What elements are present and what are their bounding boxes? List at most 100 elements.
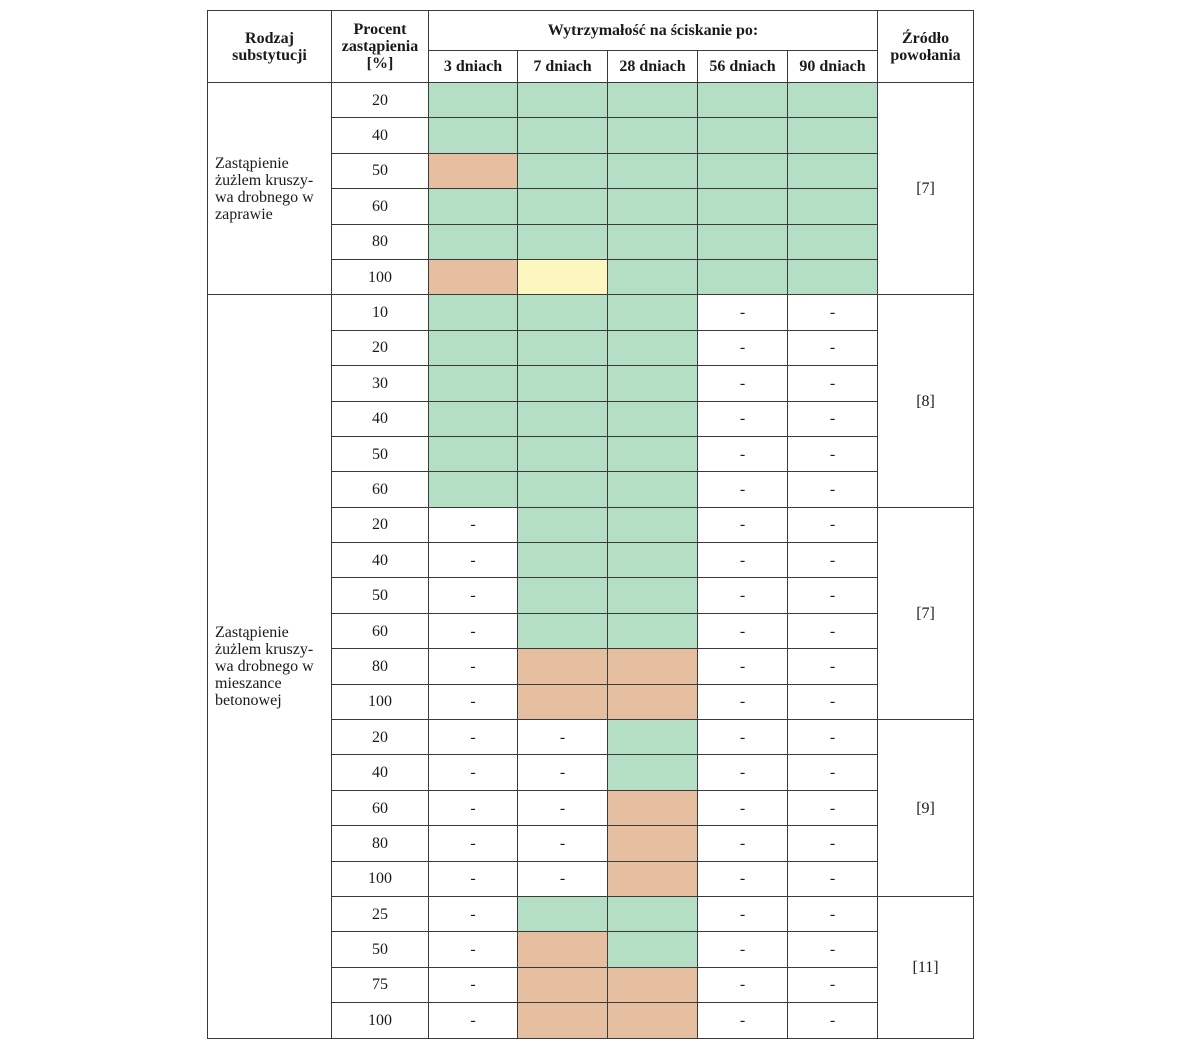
table-row: 20 - - xyxy=(208,329,974,367)
strength-result-cell xyxy=(517,435,608,473)
strength-result-cell xyxy=(607,577,698,614)
strength-result-cell xyxy=(697,81,788,119)
strength-result-cell: - xyxy=(786,577,879,614)
strength-result-cell: - xyxy=(517,719,608,756)
strength-result-cell: - xyxy=(697,542,788,579)
percent-cell: 100 xyxy=(331,683,429,721)
strength-result-cell xyxy=(786,152,879,190)
strength-result-cell xyxy=(428,117,518,154)
strength-result-cell xyxy=(607,789,698,827)
strength-result-cell: - xyxy=(697,966,788,1004)
source-reference-cell: [11] xyxy=(877,895,975,1039)
source-reference-cell: [9] xyxy=(877,719,975,897)
percent-cell: 80 xyxy=(331,825,429,862)
source-reference-cell: [7] xyxy=(877,506,975,721)
strength-result-cell xyxy=(607,188,698,225)
strength-result-cell xyxy=(517,966,608,1004)
strength-result-cell: - xyxy=(786,365,879,402)
strength-result-cell xyxy=(517,400,608,437)
strength-result-cell: - xyxy=(517,789,608,827)
table-row: 40 - - xyxy=(208,400,974,437)
strength-result-cell xyxy=(428,152,518,190)
percent-cell: 50 xyxy=(331,435,429,473)
strength-result-cell: - xyxy=(697,825,788,862)
strength-result-cell xyxy=(517,895,608,933)
strength-result-cell xyxy=(428,365,518,402)
strength-result-cell xyxy=(607,648,698,685)
strength-result-cell: - xyxy=(517,825,608,862)
table-row: 50- - - xyxy=(208,931,974,968)
strength-result-cell: - xyxy=(697,719,788,756)
strength-result-cell: - xyxy=(428,895,518,933)
strength-result-cell xyxy=(607,719,698,756)
percent-cell: 20 xyxy=(331,719,429,756)
percent-cell: 60 xyxy=(331,789,429,827)
strength-result-cell xyxy=(517,329,608,367)
percent-cell: 100 xyxy=(331,258,429,296)
strength-result-cell: - xyxy=(428,931,518,968)
strength-result-cell xyxy=(428,81,518,119)
percent-cell: 25 xyxy=(331,895,429,933)
strength-result-cell: - xyxy=(786,400,879,437)
table-row: 20- - - - [9] xyxy=(208,719,975,897)
strength-result-cell: - xyxy=(786,506,879,544)
percent-cell: 60 xyxy=(331,612,429,650)
strength-result-cell xyxy=(517,542,608,579)
table-row: 25- - - [11] xyxy=(208,895,975,1039)
strength-result-cell xyxy=(786,117,879,154)
strength-result-cell xyxy=(428,188,518,225)
table-row: 60- - - - xyxy=(208,789,974,827)
strength-result-cell: - xyxy=(697,648,788,685)
strength-result-cell xyxy=(517,188,608,225)
strength-result-cell xyxy=(517,223,608,260)
strength-result-cell xyxy=(786,258,879,296)
strength-result-cell xyxy=(607,294,698,331)
strength-result-cell: - xyxy=(428,683,518,721)
table-row: 40 xyxy=(208,117,974,154)
strength-result-cell xyxy=(607,542,698,579)
strength-result-cell: - xyxy=(517,754,608,791)
strength-result-cell: - xyxy=(786,471,879,508)
strength-result-cell: - xyxy=(428,825,518,862)
strength-result-cell: - xyxy=(428,1002,518,1039)
table-row: 50- - - xyxy=(208,577,974,614)
strength-result-cell xyxy=(428,223,518,260)
strength-result-cell xyxy=(607,825,698,862)
strength-result-cell: - xyxy=(428,577,518,614)
percent-cell: 100 xyxy=(331,1002,429,1039)
strength-result-cell xyxy=(517,506,608,544)
table-row: 60 xyxy=(208,188,974,225)
strength-result-cell xyxy=(428,400,518,437)
strength-result-cell: - xyxy=(697,789,788,827)
strength-result-cell: - xyxy=(697,471,788,508)
strength-result-cell xyxy=(428,435,518,473)
strength-result-cell: - xyxy=(786,542,879,579)
table-row: 100 xyxy=(208,258,974,296)
header-day-3: 3 dniach xyxy=(428,50,518,83)
strength-result-cell: - xyxy=(786,825,879,862)
strength-result-cell: - xyxy=(786,966,879,1004)
strength-result-cell xyxy=(517,294,608,331)
strength-result-cell: - xyxy=(697,1002,788,1039)
strength-result-cell xyxy=(607,117,698,154)
strength-result-cell: - xyxy=(786,329,879,367)
strength-result-cell xyxy=(517,612,608,650)
header-day-56: 56 dniach xyxy=(697,50,788,83)
strength-result-cell: - xyxy=(697,577,788,614)
header-day-90: 90 dniach xyxy=(786,50,879,83)
strength-result-cell: - xyxy=(428,754,518,791)
strength-result-cell xyxy=(428,471,518,508)
strength-result-cell: - xyxy=(786,931,879,968)
table-row: 100- - - xyxy=(208,683,974,721)
strength-result-cell xyxy=(607,860,698,897)
strength-result-cell xyxy=(607,683,698,721)
strength-result-cell: - xyxy=(786,895,879,933)
strength-result-cell: - xyxy=(697,294,788,331)
strength-result-cell: - xyxy=(697,860,788,897)
strength-result-cell: - xyxy=(697,400,788,437)
strength-result-cell: - xyxy=(786,789,879,827)
strength-result-cell xyxy=(697,188,788,225)
percent-cell: 20 xyxy=(331,506,429,544)
strength-result-cell xyxy=(607,471,698,508)
strength-result-cell: - xyxy=(428,506,518,544)
